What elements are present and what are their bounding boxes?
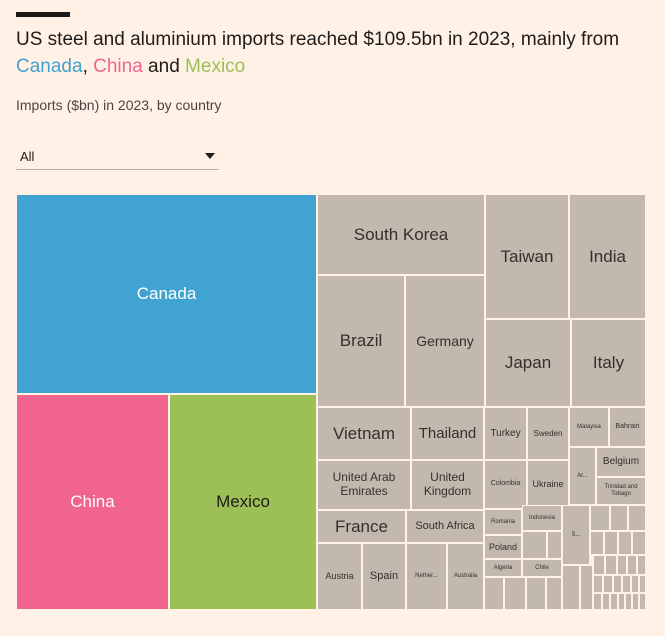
treemap-cell-algeria[interactable]: Algeria [484,559,522,577]
country-filter-dropdown[interactable]: All [16,144,219,170]
treemap-cell-minor[interactable] [625,593,632,610]
treemap-cell-minor[interactable] [546,577,562,610]
treemap-cell-minor[interactable] [562,565,580,610]
treemap-cell-minor[interactable] [484,577,504,610]
treemap-cell-spain[interactable]: Spain [362,543,406,610]
treemap-cell-minor[interactable] [547,531,562,559]
treemap-cell-belgium[interactable]: Belgium [596,447,646,477]
treemap-cell-china[interactable]: China [16,394,169,610]
treemap-cell-brazil[interactable]: Brazil [317,275,405,407]
chart-title: US steel and aluminium imports reached $… [16,29,620,77]
treemap-cell-italy[interactable]: Italy [571,319,646,407]
treemap-cell-romania[interactable]: Romania [484,509,522,535]
treemap-cell-minor[interactable] [618,593,625,610]
treemap-cell-austria[interactable]: Austria [317,543,362,610]
treemap-cell-japan[interactable]: Japan [485,319,571,407]
treemap-cell-germany[interactable]: Germany [405,275,485,407]
treemap-cell-minor[interactable] [605,555,617,575]
treemap-cell-minor[interactable] [632,531,646,555]
treemap-cell-minor[interactable] [604,531,618,555]
treemap-cell-minor[interactable] [603,575,613,593]
treemap-cell-minor[interactable] [610,593,618,610]
treemap-cell-turkey[interactable]: Turkey [484,407,527,460]
title-china: China [93,56,143,77]
treemap-cell-united-arab-emirates[interactable]: United Arab Emirates [317,460,411,510]
treemap-cell-thailand[interactable]: Thailand [411,407,484,460]
treemap-cell-south-korea[interactable]: South Korea [317,194,485,275]
treemap-cell-minor[interactable] [590,531,604,555]
treemap-cell-minor[interactable] [504,577,526,610]
treemap: Canada China Mexico South Korea Taiwan India B… [16,194,646,610]
title-mexico: Mexico [185,56,246,77]
treemap-cell-minor[interactable] [618,531,632,555]
treemap-cell-taiwan[interactable]: Taiwan [485,194,569,319]
treemap-cell-vietnam[interactable]: Vietnam [317,407,411,460]
treemap-cell-minor[interactable] [627,555,637,575]
treemap-cell-minor[interactable] [632,593,639,610]
treemap-cell-minor[interactable] [639,575,646,593]
treemap-cell-minor[interactable] [593,575,603,593]
treemap-cell-canada[interactable]: Canada [16,194,317,394]
treemap-cell-indonesia[interactable]: Indonesia [522,505,562,531]
treemap-cell-minor[interactable] [639,593,646,610]
treemap-cell-minor[interactable] [590,505,610,531]
treemap-cell-trinidad-and-tobago[interactable]: Trinidad and Tobago [596,477,646,505]
treemap-cell-nether[interactable]: Nether... [406,543,447,610]
treemap-cell-united-kingdom[interactable]: United Kingdom [411,460,484,510]
treemap-cell-mexico[interactable]: Mexico [169,394,317,610]
chart-subtitle: Imports ($bn) in 2023, by country [16,97,222,113]
treemap-cell-minor[interactable] [580,565,593,610]
ft-top-bar [16,12,70,17]
treemap-cell-malaysia[interactable]: Malaysia [569,407,609,447]
treemap-cell-france[interactable]: France [317,510,406,543]
treemap-cell-minor[interactable] [522,531,547,559]
treemap-cell-ukraine[interactable]: Ukraine [527,460,569,509]
treemap-cell-minor[interactable] [637,555,646,575]
treemap-cell-poland[interactable]: Poland [484,535,522,559]
treemap-cell-minor[interactable] [526,577,546,610]
treemap-cell-minor[interactable] [617,555,627,575]
treemap-cell-india[interactable]: India [569,194,646,319]
treemap-cell-minor[interactable] [610,505,628,531]
treemap-cell-minor[interactable] [631,575,639,593]
treemap-cell-ar[interactable]: Ar... [569,447,596,505]
treemap-cell-bahrain[interactable]: Bahrain [609,407,646,447]
title-canada: Canada [16,56,83,77]
treemap-cell-australia[interactable]: Australia [447,543,484,610]
treemap-cell-minor[interactable] [622,575,631,593]
treemap-cell-chile[interactable]: Chile [522,559,562,577]
chevron-down-icon [205,153,215,159]
dropdown-selected-value: All [20,149,35,164]
treemap-cell-s[interactable]: S... [562,505,590,565]
treemap-cell-minor[interactable] [593,555,605,575]
treemap-cell-sweden[interactable]: Sweden [527,407,569,460]
treemap-cell-south-africa[interactable]: South Africa [406,510,484,543]
treemap-cell-minor[interactable] [613,575,622,593]
treemap-cell-minor[interactable] [628,505,646,531]
treemap-cell-colombia[interactable]: Colombia [484,460,527,509]
treemap-cell-minor[interactable] [593,593,602,610]
treemap-cell-minor[interactable] [602,593,610,610]
